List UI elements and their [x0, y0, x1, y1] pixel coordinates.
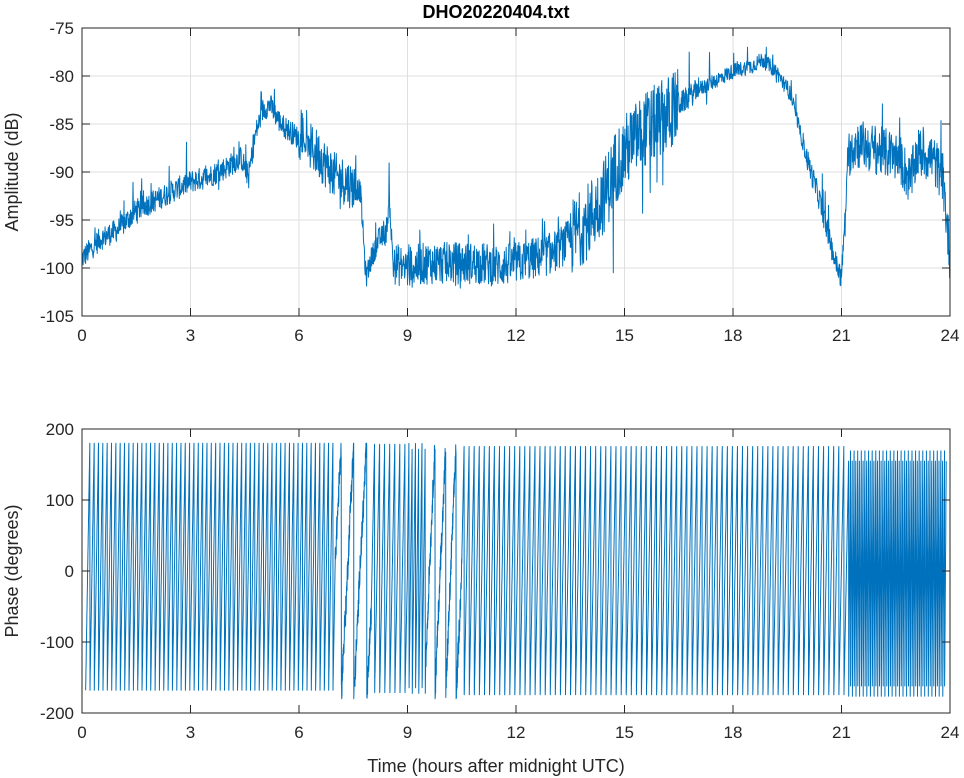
chart-title: DHO20220404.txt: [422, 2, 569, 22]
amplitude-y-tick-label: -90: [49, 163, 74, 182]
amplitude-x-tick-label: 6: [294, 326, 303, 345]
phase-y-tick-label: 100: [46, 491, 74, 510]
phase-x-tick-label: 24: [941, 723, 960, 742]
amplitude-x-tick-label: 12: [507, 326, 526, 345]
phase-x-tick-label: 15: [615, 723, 634, 742]
amplitude-y-axis-label: Amplitude (dB): [2, 112, 22, 231]
amplitude-x-tick-label: 15: [615, 326, 634, 345]
phase-x-tick-label: 6: [294, 723, 303, 742]
phase-axes: 0 3 6 9 12 15 18 21 24 -200 -100 0 100 200: [40, 420, 959, 742]
phase-x-tick-label: 12: [507, 723, 526, 742]
phase-y-axis-label: Phase (degrees): [2, 504, 22, 637]
phase-x-tick-label: 21: [832, 723, 851, 742]
phase-x-tick-label: 9: [403, 723, 412, 742]
x-axis-label: Time (hours after midnight UTC): [367, 756, 624, 776]
phase-y-tick-label: -200: [40, 704, 74, 723]
amplitude-x-tick-label: 9: [403, 326, 412, 345]
amplitude-y-tick-label: -75: [49, 19, 74, 38]
amplitude-x-tick-label: 3: [186, 326, 195, 345]
phase-x-tick-label: 18: [724, 723, 743, 742]
phase-series-line: [85, 442, 947, 700]
amplitude-y-tick-label: -80: [49, 67, 74, 86]
phase-y-tick-label: 200: [46, 420, 74, 439]
amplitude-y-tick-label: -95: [49, 211, 74, 230]
amplitude-y-tick-label: -85: [49, 115, 74, 134]
phase-x-tick-label: 0: [77, 723, 86, 742]
amplitude-x-tick-label: 21: [832, 326, 851, 345]
phase-x-tick-label: 3: [186, 723, 195, 742]
amplitude-x-tick-label: 18: [724, 326, 743, 345]
phase-y-tick-label: -100: [40, 633, 74, 652]
amplitude-x-tick-label: 24: [941, 326, 960, 345]
amplitude-series-line: [81, 46, 951, 289]
amplitude-y-tick-label: -100: [40, 259, 74, 278]
phase-y-tick-label: 0: [65, 562, 74, 581]
amplitude-x-tick-label: 0: [77, 326, 86, 345]
amplitude-axes: 0 3 6 9 12 15 18 21 24 -105 -100 -95 -90 -85 -80 -75: [40, 19, 959, 345]
amplitude-y-tick-label: -105: [40, 307, 74, 326]
